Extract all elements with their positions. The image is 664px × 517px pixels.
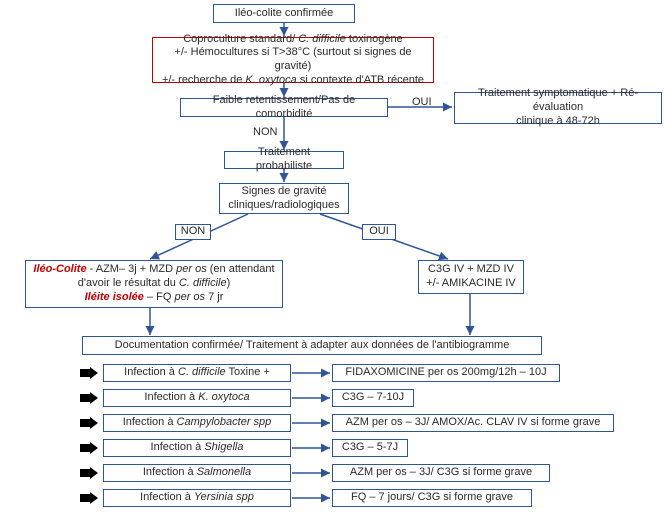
- text: FIDAXOMICINE per os 200mg/12h – 10J: [345, 366, 546, 380]
- text: Traitement probabiliste: [231, 146, 337, 174]
- text: Infection à K. oxytoca: [144, 391, 249, 405]
- text: Infection à Shigella: [151, 441, 244, 455]
- text: FQ – 7 jours/ C3G si forme grave: [351, 491, 513, 505]
- text: Infection à Salmonella: [143, 466, 251, 480]
- tr-koxytoca: C3G – 7-10J: [332, 389, 414, 407]
- bullet-arrow-icon: [80, 417, 98, 429]
- node-documentation: Documentation confirmée/ Traitement à ad…: [82, 336, 542, 355]
- text: Documentation confirmée/ Traitement à ad…: [115, 339, 510, 353]
- bullet-arrow-icon: [80, 467, 98, 479]
- text: Signes de gravitécliniques/radiologiques: [228, 185, 339, 213]
- text: Infection à C. difficile Toxine +: [124, 366, 270, 380]
- text: Infection à Campylobacter spp: [123, 416, 272, 430]
- bullet-arrow-icon: [80, 492, 98, 504]
- text: Infection à Yersinia spp: [140, 491, 254, 505]
- node-tests: Coproculture standard/ C. difficile toxi…: [152, 37, 434, 83]
- inf-cdiff: Infection à C. difficile Toxine +: [103, 364, 291, 382]
- node-gravite: Signes de gravitécliniques/radiologiques: [219, 183, 349, 214]
- bullet-arrow-icon: [80, 442, 98, 454]
- text: C3G – 5-7J: [342, 441, 398, 455]
- inf-yersinia: Infection à Yersinia spp: [103, 489, 291, 507]
- text: Faible retentissement/Pas de comorbidité: [187, 94, 381, 122]
- node-branch-oui: C3G IV + MZD IV+/- AMIKACINE IV: [418, 260, 524, 294]
- text: C3G – 7-10J: [342, 391, 404, 405]
- bullet-arrow-icon: [80, 367, 98, 379]
- tr-campylo: AZM per os – 3J/ AMOX/Ac. CLAV IV si for…: [332, 414, 614, 432]
- text: Coproculture standard/ C. difficile toxi…: [159, 33, 427, 88]
- label-oui-1: OUI: [412, 96, 432, 108]
- text: AZM per os – 3J/ AMOX/Ac. CLAV IV si for…: [346, 416, 601, 430]
- tr-salmonella: AZM per os – 3J/ C3G si forme grave: [332, 464, 550, 482]
- inf-shigella: Infection à Shigella: [103, 439, 291, 457]
- tr-shigella: C3G – 5-7J: [332, 439, 408, 457]
- text: AZM per os – 3J/ C3G si forme grave: [350, 466, 532, 480]
- node-confirmed: Iléo-colite confirmée: [213, 4, 355, 23]
- text: Iléo-colite confirmée: [235, 7, 333, 21]
- bullet-arrow-icon: [80, 392, 98, 404]
- text: Traitement symptomatique + Ré-évaluation…: [461, 87, 655, 128]
- node-faible: Faible retentissement/Pas de comorbidité: [180, 98, 388, 117]
- inf-campylo: Infection à Campylobacter spp: [103, 414, 291, 432]
- tr-yersinia: FQ – 7 jours/ C3G si forme grave: [332, 489, 532, 507]
- label-non-1: NON: [253, 126, 277, 138]
- text: Iléo-Colite - AZM– 3j + MZD per os (en a…: [33, 263, 274, 304]
- node-probabiliste: Traitement probabiliste: [224, 151, 344, 169]
- text: C3G IV + MZD IV+/- AMIKACINE IV: [426, 263, 516, 291]
- inf-koxytoca: Infection à K. oxytoca: [103, 389, 291, 407]
- label-non-2: NON: [175, 224, 211, 240]
- tr-cdiff: FIDAXOMICINE per os 200mg/12h – 10J: [332, 364, 560, 382]
- inf-salmonella: Infection à Salmonella: [103, 464, 291, 482]
- label-oui-2: OUI: [362, 224, 396, 240]
- node-symptomatique: Traitement symptomatique + Ré-évaluation…: [454, 92, 662, 124]
- node-branch-non: Iléo-Colite - AZM– 3j + MZD per os (en a…: [25, 260, 283, 308]
